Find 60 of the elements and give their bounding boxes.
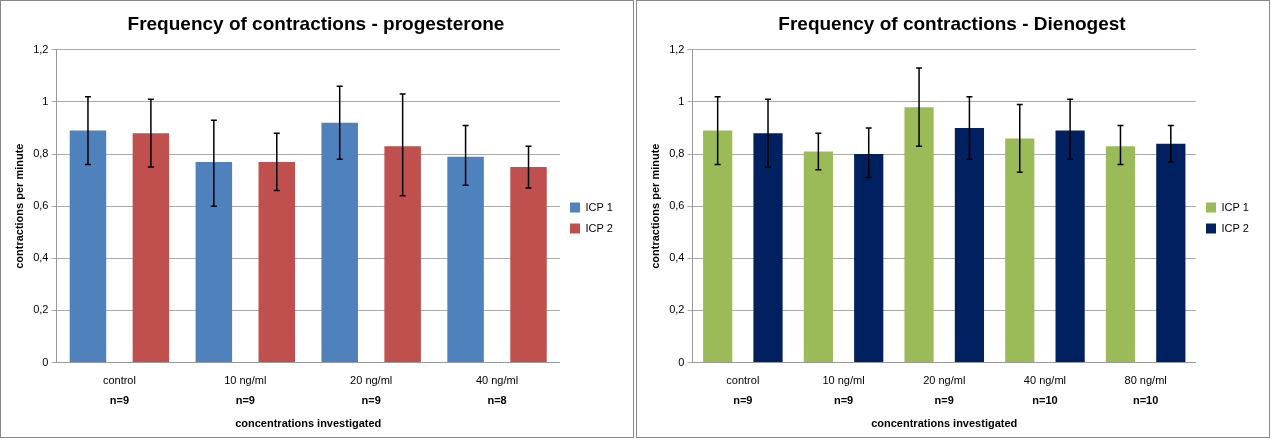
text: n=10	[1032, 393, 1058, 406]
text: n=9	[109, 393, 130, 406]
x-axis-title: concentrations investigated	[235, 417, 382, 430]
x-tick-label: 80 ng/ml	[1124, 374, 1167, 387]
bar	[321, 122, 358, 363]
y-tick-label: 0,8	[669, 147, 685, 160]
bar	[1156, 143, 1186, 363]
x-tick-label: 20 ng/ml	[923, 374, 966, 387]
bar	[258, 161, 296, 363]
x-tick-label: 20 ng/ml	[350, 374, 393, 387]
y-tick-label: 0,6	[33, 199, 49, 212]
text: n=10	[1132, 393, 1159, 406]
y-tick-label: 0,4	[669, 251, 685, 264]
y-tick-label: 0,4	[33, 251, 49, 264]
bar	[132, 133, 170, 363]
text: n=9	[833, 393, 854, 406]
legend-label: ICP 2	[585, 221, 613, 234]
bar	[1005, 138, 1035, 363]
y-tick-label: 0	[42, 355, 49, 368]
x-tick-label: control	[726, 374, 760, 387]
text: n=9	[235, 393, 255, 406]
y-tick-label: 0,2	[33, 303, 49, 316]
y-tick-label: 1	[678, 94, 685, 107]
x-tick-label: 10 ng/ml	[822, 374, 865, 387]
chart-title: Frequency of contractions - Dienogest	[778, 12, 1127, 34]
bar	[447, 156, 484, 363]
bar	[1055, 130, 1085, 363]
bar	[854, 154, 884, 363]
y-tick-label: 0	[678, 355, 685, 368]
bar	[954, 128, 985, 363]
bar	[384, 146, 421, 363]
bar	[753, 133, 783, 363]
chart-title: Frequency of contractions - progesterone	[127, 12, 505, 34]
x-tick-label: control	[102, 374, 136, 387]
bar	[1105, 146, 1136, 363]
bar	[69, 130, 107, 363]
y-tick-label: 1	[42, 94, 49, 107]
legend-label: ICP 1	[585, 200, 613, 213]
y-tick-label: 0,8	[33, 147, 49, 160]
x-tick-label: 10 ng/ml	[224, 374, 267, 387]
y-axis-title: contractions per minute	[12, 143, 25, 269]
legend-label: ICP 1	[1221, 200, 1249, 213]
legend-label: ICP 2	[1221, 221, 1249, 234]
y-axis-title: contractions per minute	[648, 143, 661, 269]
y-tick-label: 0,6	[669, 199, 685, 212]
bar	[510, 167, 547, 363]
text: n=8	[487, 393, 507, 406]
x-tick-label: 40 ng/ml	[1023, 374, 1067, 387]
y-tick-label: 1,2	[669, 42, 685, 55]
y-tick-label: 0,2	[669, 303, 685, 316]
text: n=9	[733, 393, 753, 406]
bar	[904, 107, 934, 363]
text: n=9	[934, 393, 954, 406]
x-tick-label: 40 ng/ml	[475, 374, 519, 387]
y-tick-label: 1,2	[33, 42, 49, 55]
bar	[195, 161, 233, 363]
bar	[703, 130, 733, 363]
text: n=9	[361, 393, 381, 406]
bar	[803, 151, 833, 363]
x-axis-title: concentrations investigated	[871, 417, 1018, 430]
